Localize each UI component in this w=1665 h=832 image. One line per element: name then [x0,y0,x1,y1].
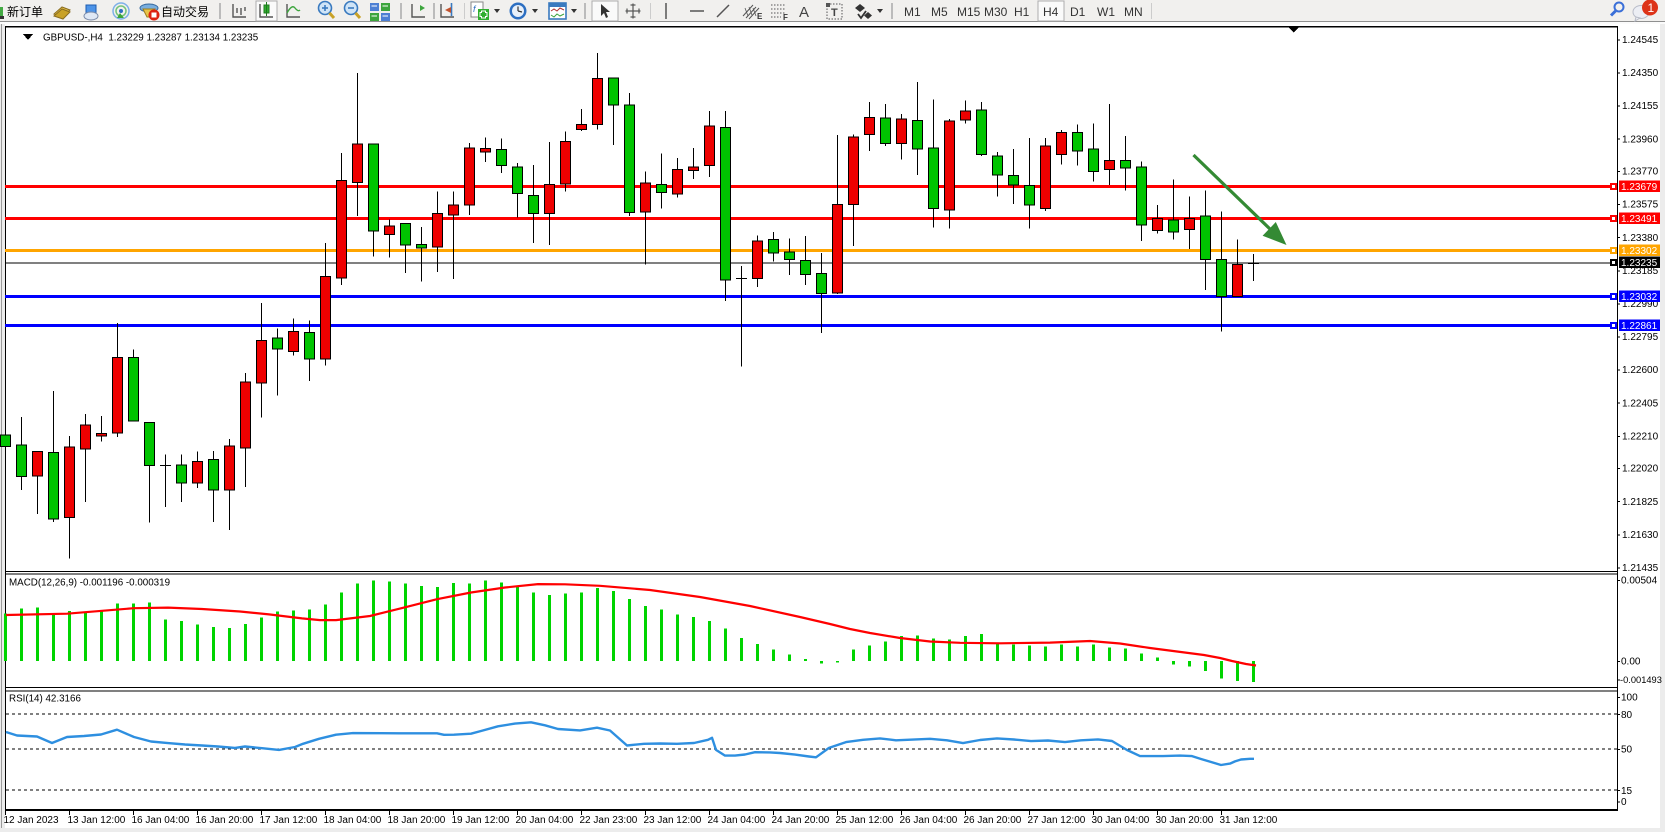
svg-text:0.00: 0.00 [1621,656,1641,667]
svg-text:1.23302: 1.23302 [1621,246,1658,257]
svg-text:1.22990: 1.22990 [1622,299,1659,310]
svg-text:M30: M30 [984,5,1008,19]
svg-text:MN: MN [1124,5,1143,19]
svg-text:W1: W1 [1097,5,1115,19]
svg-text:F: F [783,13,788,22]
svg-text:22 Jan 23:00: 22 Jan 23:00 [580,815,638,826]
svg-text:1: 1 [1648,1,1655,15]
svg-text:-0.001493: -0.001493 [1620,675,1662,685]
svg-text:1.23491: 1.23491 [1621,214,1658,225]
svg-text:0: 0 [1621,797,1627,808]
svg-text:16 Jan 04:00: 16 Jan 04:00 [132,815,190,826]
svg-text:80: 80 [1621,710,1633,721]
svg-text:MACD(12,26,9) -0.001196 -0.000: MACD(12,26,9) -0.001196 -0.000319 [9,578,170,589]
svg-text:1.22210: 1.22210 [1622,431,1659,442]
svg-text:26 Jan 20:00: 26 Jan 20:00 [964,815,1022,826]
svg-text:1.24350: 1.24350 [1622,68,1659,79]
svg-text:GBPUSD-,H4 1.23229 1.23287 1.: GBPUSD-,H4 1.23229 1.23287 1.23134 1.232… [43,33,259,44]
svg-text:M1: M1 [904,5,921,19]
svg-text:1.23380: 1.23380 [1622,233,1659,244]
svg-text:1.23032: 1.23032 [1621,292,1658,303]
svg-text:1.24155: 1.24155 [1622,101,1659,112]
svg-text:1.23235: 1.23235 [1621,258,1658,269]
svg-text:M15: M15 [957,5,981,19]
svg-text:M5: M5 [931,5,948,19]
svg-text:1.22795: 1.22795 [1622,332,1659,343]
svg-text:16 Jan 20:00: 16 Jan 20:00 [196,815,254,826]
svg-text:自动交易: 自动交易 [161,4,209,19]
svg-text:1.23960: 1.23960 [1622,134,1659,145]
svg-text:1.22405: 1.22405 [1622,398,1659,409]
svg-text:1.22861: 1.22861 [1621,321,1658,332]
svg-text:1.22020: 1.22020 [1622,464,1659,475]
svg-text:新订单: 新订单 [7,4,43,19]
svg-text:E: E [757,12,763,21]
svg-text:0.00504: 0.00504 [1621,576,1658,587]
svg-text:13 Jan 12:00: 13 Jan 12:00 [68,815,126,826]
svg-text:31 Jan 12:00: 31 Jan 12:00 [1220,815,1278,826]
svg-text:f: f [473,4,477,14]
svg-text:D1: D1 [1070,5,1086,19]
svg-text:27 Jan 12:00: 27 Jan 12:00 [1028,815,1086,826]
svg-text:H4: H4 [1043,5,1059,19]
svg-text:H1: H1 [1014,5,1030,19]
svg-text:100: 100 [1621,693,1638,704]
svg-text:17 Jan 12:00: 17 Jan 12:00 [260,815,318,826]
svg-text:A: A [799,4,809,21]
svg-text:RSI(14) 42.3166: RSI(14) 42.3166 [9,694,81,705]
svg-text:1.21630: 1.21630 [1622,530,1659,541]
svg-text:18 Jan 20:00: 18 Jan 20:00 [388,815,446,826]
svg-text:1.23679: 1.23679 [1621,182,1658,193]
svg-text:30 Jan 04:00: 30 Jan 04:00 [1092,815,1150,826]
svg-text:1.21825: 1.21825 [1622,497,1659,508]
svg-text:24 Jan 20:00: 24 Jan 20:00 [772,815,830,826]
svg-text:1.23575: 1.23575 [1622,200,1659,211]
svg-text:26 Jan 04:00: 26 Jan 04:00 [900,815,958,826]
svg-text:1.23185: 1.23185 [1622,266,1659,277]
svg-text:12 Jan 2023: 12 Jan 2023 [4,815,59,826]
svg-text:20 Jan 04:00: 20 Jan 04:00 [516,815,574,826]
svg-text:1.23770: 1.23770 [1622,167,1659,178]
svg-text:23 Jan 12:00: 23 Jan 12:00 [644,815,702,826]
svg-text:30 Jan 20:00: 30 Jan 20:00 [1156,815,1214,826]
svg-text:1.24545: 1.24545 [1622,35,1659,46]
svg-text:24 Jan 04:00: 24 Jan 04:00 [708,815,766,826]
svg-text:1.22600: 1.22600 [1622,365,1659,376]
svg-text:1.21435: 1.21435 [1622,563,1659,574]
svg-text:25 Jan 12:00: 25 Jan 12:00 [836,815,894,826]
svg-text:18 Jan 04:00: 18 Jan 04:00 [324,815,382,826]
svg-text:50: 50 [1621,745,1633,756]
svg-text:19 Jan 12:00: 19 Jan 12:00 [452,815,510,826]
svg-text:T: T [831,7,838,19]
svg-text:15: 15 [1621,786,1633,797]
